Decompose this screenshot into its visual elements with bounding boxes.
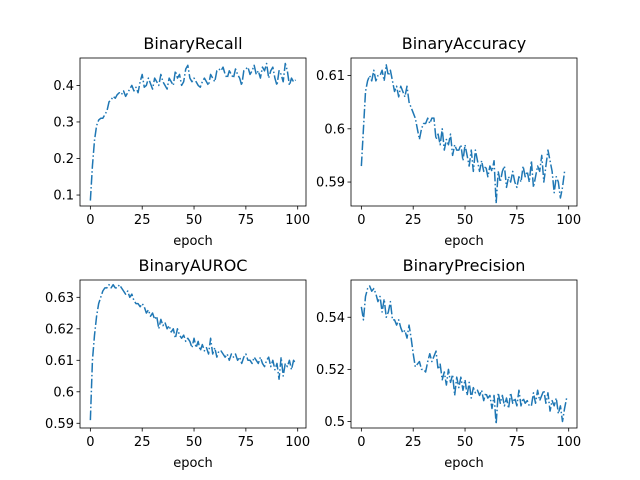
x-tick-label: 75 (238, 435, 255, 450)
x-tick-label: 75 (509, 213, 526, 228)
y-tick-label: 0.6 (53, 385, 74, 400)
y-tick-label: 0.4 (53, 79, 74, 94)
x-tick-label: 100 (556, 435, 581, 450)
y-tick-label: 0.5 (324, 415, 345, 430)
y-tick-label: 0.1 (53, 189, 74, 204)
y-tick-label: 0.61 (45, 354, 74, 369)
subplot-2: BinaryAccuracy 0 25 50 75 100 0.59 0.6 0.61 epoch (316, 34, 581, 249)
x-tick-label: 100 (285, 435, 310, 450)
subplot-title: BinaryAccuracy (402, 34, 526, 53)
x-tick-label: 0 (86, 435, 94, 450)
x-tick-label: 0 (86, 213, 94, 228)
x-tick-label: 100 (556, 213, 581, 228)
y-tick-label: 0.59 (316, 176, 345, 191)
x-tick-label: 75 (509, 435, 526, 450)
series-line (360, 285, 568, 425)
y-tick-label: 0.63 (45, 291, 74, 306)
y-tick-label: 0.62 (45, 322, 74, 337)
x-tick-label: 50 (186, 435, 203, 450)
x-tick-label: 25 (405, 213, 422, 228)
x-axis-label: epoch (444, 456, 484, 471)
y-tick-label: 0.54 (316, 311, 345, 326)
x-tick-label: 100 (285, 213, 310, 228)
axes-frame (79, 57, 307, 207)
y-tick-label: 0.61 (316, 69, 345, 84)
axes-frame (350, 279, 578, 429)
subplot-title: BinaryAUROC (139, 256, 248, 275)
x-axis-label: epoch (444, 234, 484, 249)
y-tick-label: 0.6 (324, 122, 345, 137)
subplot-4: BinaryPrecision 0 25 50 75 100 0.5 0.52 0.54 epoc… (316, 256, 581, 471)
y-tick-label: 0.2 (53, 152, 74, 167)
axes-frame (350, 57, 578, 207)
x-tick-label: 25 (405, 435, 422, 450)
x-tick-label: 50 (186, 213, 203, 228)
x-tick-label: 25 (134, 435, 151, 450)
subplot-1: BinaryRecall 0 25 50 75 100 0.1 0.2 0.3 0.4 epoch (53, 34, 310, 249)
x-tick-label: 50 (457, 213, 474, 228)
series-line (89, 62, 297, 201)
x-tick-label: 0 (357, 213, 365, 228)
y-tick-label: 0.3 (53, 115, 74, 130)
x-tick-label: 25 (134, 213, 151, 228)
x-axis-label: epoch (173, 456, 213, 471)
x-axis-label: epoch (173, 234, 213, 249)
x-tick-label: 0 (357, 435, 365, 450)
x-tick-label: 50 (457, 435, 474, 450)
axes-frame (79, 279, 307, 429)
series-line (360, 64, 567, 205)
subplot-3: BinaryAUROC 0 25 50 75 100 0.59 0.6 0.61 0.62 0.63… (45, 256, 310, 471)
y-tick-label: 0.52 (316, 363, 345, 378)
series-line (89, 283, 297, 421)
y-tick-label: 0.59 (45, 417, 74, 432)
subplot-title: BinaryRecall (143, 34, 242, 53)
subplot-title: BinaryPrecision (403, 256, 526, 275)
x-tick-label: 75 (238, 213, 255, 228)
